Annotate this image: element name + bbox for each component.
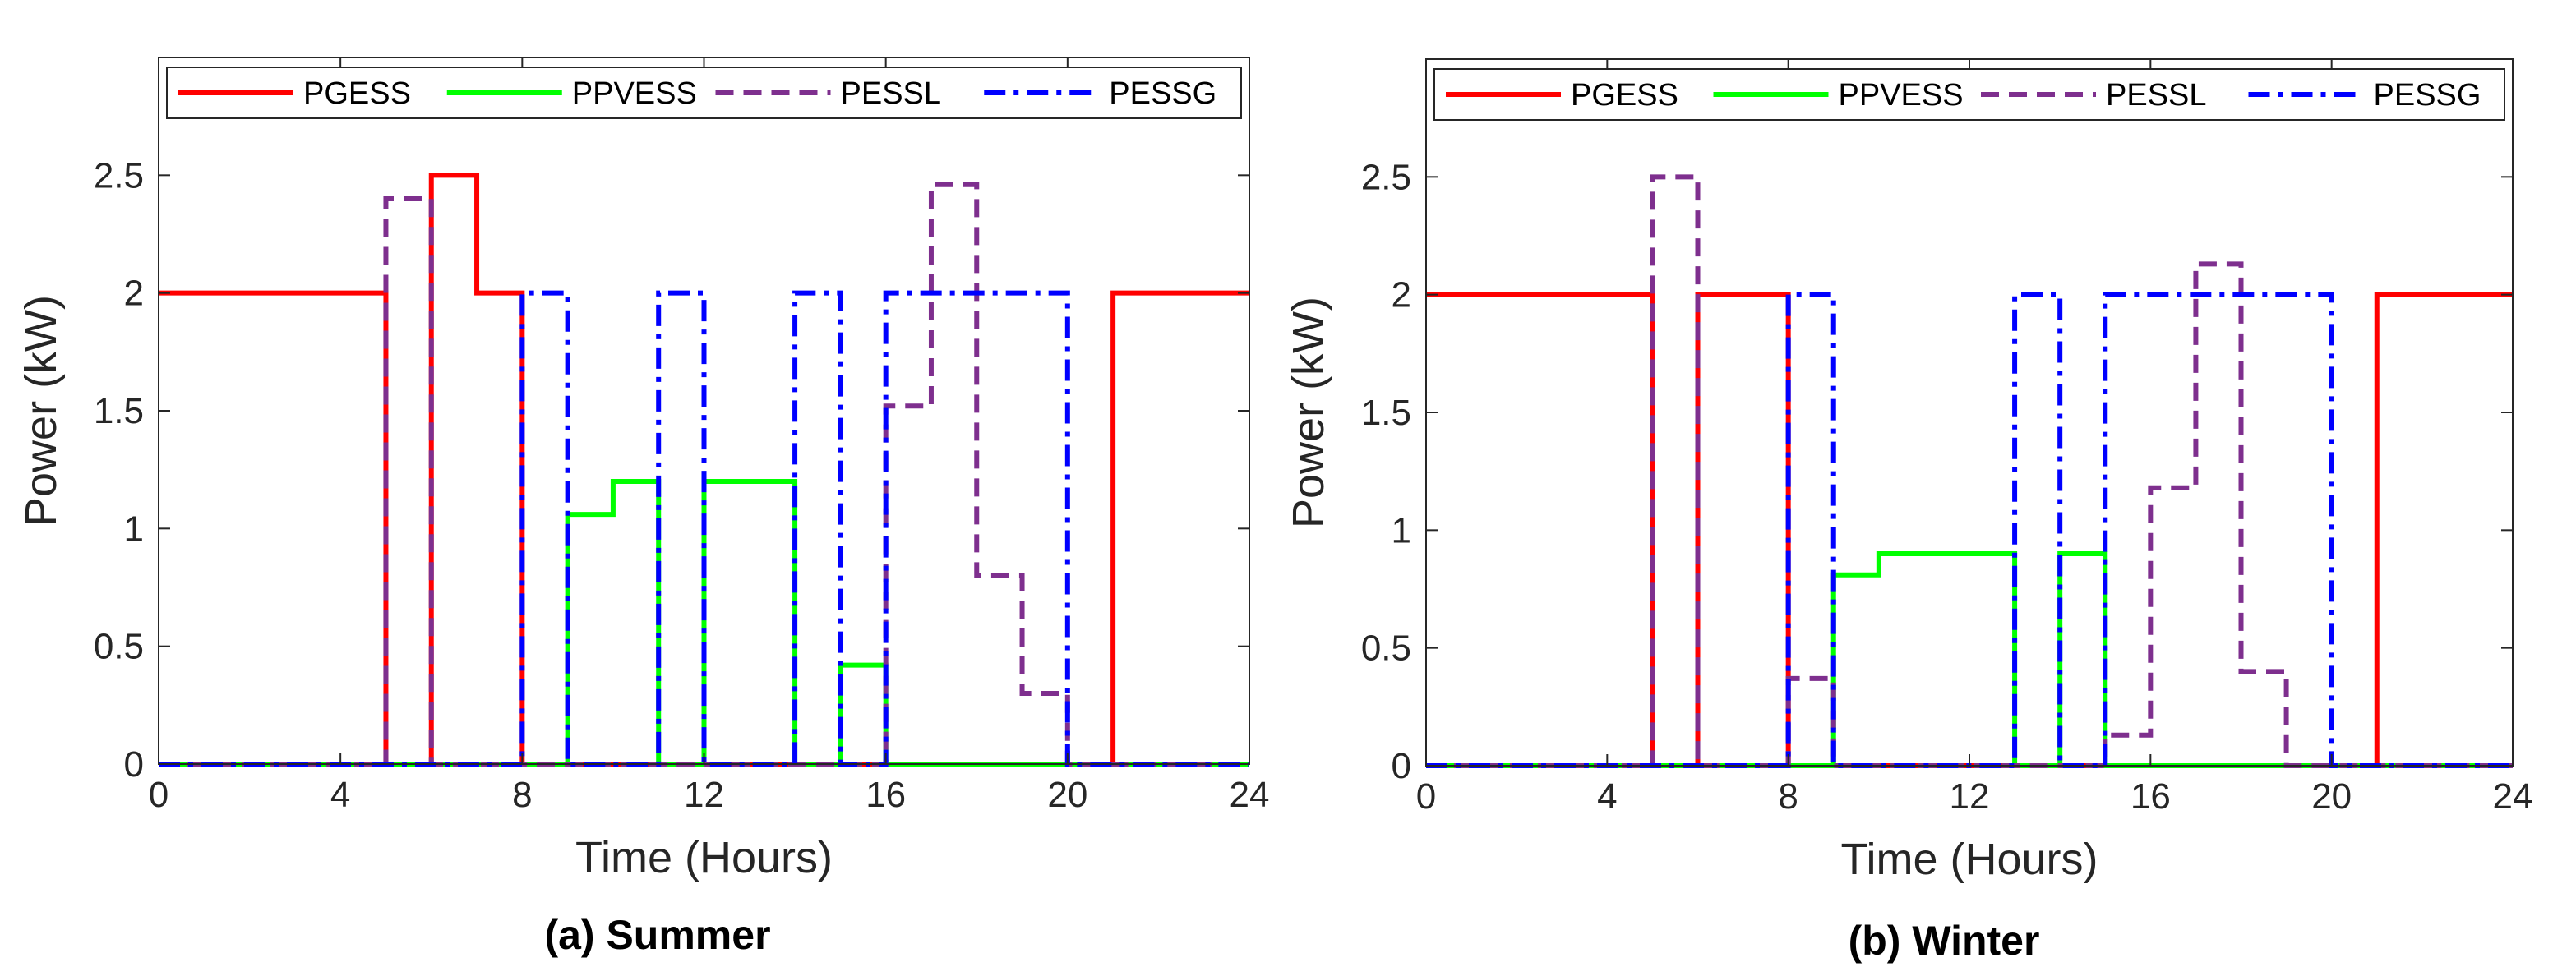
series-line-pessg (159, 290, 1249, 767)
legend-label-pessl: PESSL (841, 76, 942, 111)
panel-caption: (b) Winter (1849, 918, 2040, 964)
legend-box (1433, 68, 2505, 121)
series-line-pessl (1426, 174, 2513, 768)
y-tick-label: 0.5 (94, 627, 144, 667)
x-tick-label: 20 (2311, 776, 2352, 817)
x-tick-label: 16 (866, 775, 906, 815)
x-tick-label: 0 (1416, 776, 1436, 817)
x-tick-label: 12 (1950, 776, 1990, 817)
x-tick-label: 8 (1778, 776, 1798, 817)
legend-box (166, 67, 1242, 119)
legend-label-pessg: PESSG (2374, 78, 2481, 113)
x-tick-label: 24 (2493, 776, 2533, 817)
legend-label-pgess: PGESS (1571, 78, 1678, 113)
y-tick-label: 0.5 (1361, 628, 1411, 669)
y-tick-label: 1.5 (1361, 393, 1411, 433)
legend-label-pessl: PESSL (2106, 78, 2207, 113)
panel-summer: 0 4 8 12 16 20 24 0 0.5 1 1.5 2 2.5 Time (Hours) Power… (16, 57, 1270, 958)
legend-label-ppvess: PPVESS (1839, 78, 1964, 113)
x-tick-label: 0 (149, 775, 169, 815)
panel-caption: (a) Summer (544, 912, 770, 958)
x-tick-label: 4 (1597, 776, 1617, 817)
legend: PGESS PPVESS PESSL PESSG (166, 67, 1242, 119)
x-tick-label: 24 (1230, 775, 1270, 815)
plot-area (1426, 59, 2513, 766)
legend-label-pgess: PGESS (303, 76, 411, 111)
y-tick-label: 2.5 (94, 155, 144, 196)
legend-label-pessg: PESSG (1109, 76, 1216, 111)
x-tick-label: 16 (2131, 776, 2171, 817)
x-axis-label: Time (Hours) (575, 833, 833, 882)
y-tick-label: 0 (1392, 746, 1411, 786)
y-tick-label: 2.5 (1361, 157, 1411, 197)
legend-label-ppvess: PPVESS (572, 76, 697, 111)
y-tick-label: 0 (124, 744, 144, 785)
x-axis-label: Time (Hours) (1840, 835, 2098, 884)
x-tick-label: 4 (330, 775, 350, 815)
y-tick-label: 1 (124, 509, 144, 549)
x-tick-label: 20 (1047, 775, 1087, 815)
y-axis-label: Power (kW) (16, 295, 66, 527)
x-tick-label: 8 (512, 775, 532, 815)
y-tick-label: 2 (1392, 275, 1411, 315)
x-tick-label: 12 (684, 775, 724, 815)
y-tick-label: 2 (124, 274, 144, 314)
y-tick-label: 1 (1392, 510, 1411, 550)
y-axis-label: Power (kW) (1284, 297, 1333, 528)
legend: PGESS PPVESS PESSL PESSG (1433, 68, 2505, 121)
y-tick-label: 1.5 (94, 391, 144, 431)
panel-winter: 0 4 8 12 16 20 24 0 0.5 1 1.5 2 2.5 Time (Hours) Power… (1284, 58, 2533, 964)
